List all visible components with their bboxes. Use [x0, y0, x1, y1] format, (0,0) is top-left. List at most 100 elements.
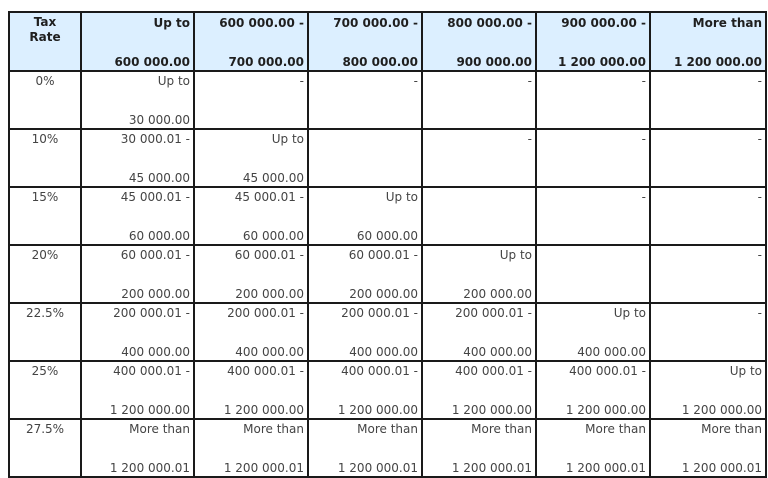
band-from-text: - — [641, 132, 646, 146]
band-to-text: 400 000.00 — [235, 345, 304, 359]
band-from-text: 60 000.01 - — [234, 248, 304, 262]
income-band-cell: - — [649, 128, 767, 188]
band-to-text: 60 000.00 — [356, 229, 418, 243]
tax-rate-cell: 0% — [8, 70, 82, 130]
band-to-text: 200 000.00 — [235, 287, 304, 301]
income-band-cell: More than 1 200 000.01 — [421, 418, 537, 478]
table-row: 10% 30 000.01 - 45 000.00 Up to 45 000.00 - - - — [8, 128, 767, 188]
band-from-text: - — [641, 74, 646, 88]
header-band-to: 1 200 000.00 — [673, 55, 762, 69]
band-from-text: 60 000.01 - — [120, 248, 190, 262]
band-from-text: - — [641, 190, 646, 204]
income-band-cell: - — [649, 244, 767, 304]
table-row: 25% 400 000.01 - 1 200 000.00 400 000.01 - 1… — [8, 360, 767, 420]
table-row: 15% 45 000.01 - 60 000.00 45 000.01 - 60 000… — [8, 186, 767, 246]
band-from-text: - — [757, 306, 762, 320]
band-to-text: 1 200 000.01 — [337, 461, 418, 475]
band-to-text: 200 000.00 — [463, 287, 532, 301]
band-to-text: 400 000.00 — [577, 345, 646, 359]
header-income-band-2: 600 000.00 - 700 000.00 — [193, 11, 309, 72]
tax-rate-table: Tax Rate Up to 600 000.00 600 000.00 -700… — [8, 11, 767, 478]
income-band-cell: 45 000.01 - 60 000.00 — [80, 186, 195, 246]
band-to-text: 1 200 000.01 — [451, 461, 532, 475]
header-band-to: 700 000.00 — [228, 55, 304, 69]
header-band-from: More than — [692, 16, 762, 30]
band-from-text: - — [757, 74, 762, 88]
income-band-cell: 200 000.01 - 400 000.00 — [193, 302, 309, 362]
income-band-cell: - — [649, 186, 767, 246]
income-band-cell: 400 000.01 - 1 200 000.00 — [535, 360, 651, 420]
header-band-to: 600 000.00 — [114, 55, 190, 69]
band-from-text: 45 000.01 - — [234, 190, 304, 204]
tax-rate-cell: 27.5% — [8, 418, 82, 478]
income-band-cell: Up to 400 000.00 — [535, 302, 651, 362]
band-to-text: 60 000.00 — [128, 229, 190, 243]
income-band-cell: - — [307, 70, 423, 130]
header-row: Tax Rate Up to 600 000.00 600 000.00 -700… — [8, 11, 767, 72]
header-income-band-6: More than 1 200 000.00 — [649, 11, 767, 72]
income-band-cell: 60 000.01 - 200 000.00 — [193, 244, 309, 304]
band-to-text: 1 200 000.00 — [223, 403, 304, 417]
table-row: 27.5% More than 1 200 000.01 More than 1 200… — [8, 418, 767, 478]
band-to-text: 200 000.00 — [121, 287, 190, 301]
band-from-text: 200 000.01 - — [227, 306, 304, 320]
header-band-from: Up to — [153, 16, 191, 30]
band-to-text: 1 200 000.01 — [223, 461, 304, 475]
band-from-text: Up to — [613, 306, 646, 320]
band-from-text: 30 000.01 - — [120, 132, 190, 146]
income-band-cell: More than 1 200 000.01 — [80, 418, 195, 478]
income-band-cell: - — [649, 302, 767, 362]
header-tax-rate: Tax Rate — [8, 11, 82, 72]
band-from-text: 200 000.01 - — [341, 306, 418, 320]
income-band-cell: - — [421, 70, 537, 130]
band-to-text: 1 200 000.00 — [337, 403, 418, 417]
header-income-band-1: Up to 600 000.00 — [80, 11, 195, 72]
band-to-text: 400 000.00 — [121, 345, 190, 359]
income-band-cell: More than 1 200 000.01 — [535, 418, 651, 478]
band-to-text: 30 000.00 — [128, 113, 190, 127]
band-to-text: 1 200 000.00 — [681, 403, 762, 417]
band-from-text: 400 000.01 - — [113, 364, 190, 378]
income-band-cell — [307, 128, 423, 188]
band-from-text: 400 000.01 - — [569, 364, 646, 378]
header-tax-rate-line2: Rate — [29, 30, 61, 44]
income-band-cell: 400 000.01 - 1 200 000.00 — [421, 360, 537, 420]
band-to-text: 1 200 000.00 — [109, 403, 190, 417]
header-income-band-3: 700 000.00 - 800 000.00 — [307, 11, 423, 72]
band-from-text: Up to — [271, 132, 304, 146]
income-band-cell: Up to 45 000.00 — [193, 128, 309, 188]
band-to-text: 1 200 000.01 — [681, 461, 762, 475]
band-from-text: More than — [243, 422, 304, 436]
tax-rate-cell: 15% — [8, 186, 82, 246]
band-from-text: More than — [701, 422, 762, 436]
income-band-cell: - — [535, 128, 651, 188]
header-income-band-5: 900 000.00 - 1 200 000.00 — [535, 11, 651, 72]
band-to-text: 200 000.00 — [349, 287, 418, 301]
income-band-cell: - — [421, 128, 537, 188]
band-from-text: 200 000.01 - — [113, 306, 190, 320]
income-band-cell: 200 000.01 - 400 000.00 — [421, 302, 537, 362]
tax-rate-cell: 10% — [8, 128, 82, 188]
income-band-cell: More than 1 200 000.01 — [649, 418, 767, 478]
income-band-cell: 400 000.01 - 1 200 000.00 — [193, 360, 309, 420]
header-tax-rate-line1: Tax — [33, 15, 57, 29]
band-from-text: More than — [471, 422, 532, 436]
band-from-text: Up to — [729, 364, 762, 378]
band-to-text: 400 000.00 — [349, 345, 418, 359]
band-to-text: 1 200 000.00 — [565, 403, 646, 417]
income-band-cell: Up to 200 000.00 — [421, 244, 537, 304]
header-band-from: 900 000.00 - — [561, 16, 646, 30]
income-band-cell: - — [649, 70, 767, 130]
band-from-text: 45 000.01 - — [120, 190, 190, 204]
band-from-text: - — [757, 132, 762, 146]
band-from-text: Up to — [499, 248, 532, 262]
band-from-text: - — [299, 74, 304, 88]
income-band-cell: 400 000.01 - 1 200 000.00 — [307, 360, 423, 420]
income-band-cell: - — [535, 70, 651, 130]
band-to-text: 45 000.00 — [242, 171, 304, 185]
band-from-text: More than — [585, 422, 646, 436]
income-band-cell: - — [193, 70, 309, 130]
band-from-text: More than — [129, 422, 190, 436]
band-to-text: 1 200 000.00 — [451, 403, 532, 417]
band-to-text: 45 000.00 — [128, 171, 190, 185]
